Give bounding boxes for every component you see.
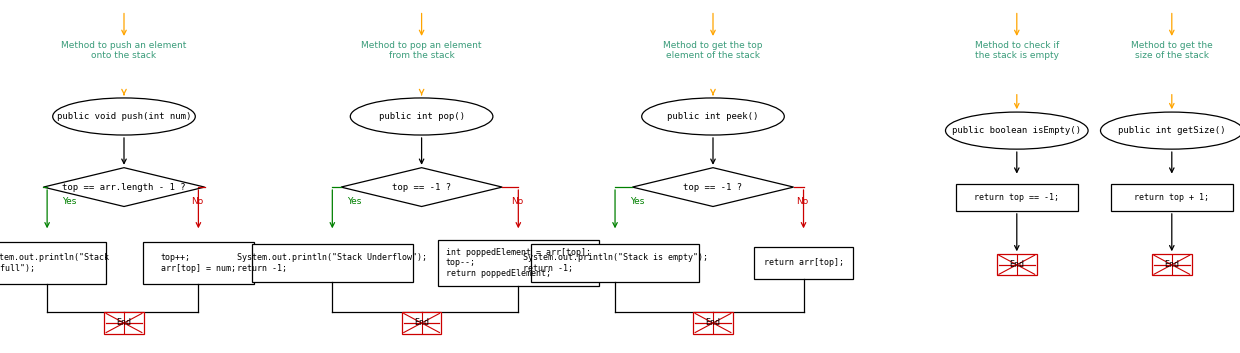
Bar bbox=[997, 254, 1037, 275]
Text: Method to push an element
onto the stack: Method to push an element onto the stack bbox=[61, 41, 187, 60]
Ellipse shape bbox=[351, 98, 494, 135]
Text: System.out.println("Stack
is full");: System.out.println("Stack is full"); bbox=[0, 253, 109, 273]
Polygon shape bbox=[43, 168, 205, 207]
Bar bbox=[402, 312, 441, 334]
Text: top == -1 ?: top == -1 ? bbox=[683, 183, 743, 192]
Text: No: No bbox=[511, 197, 523, 206]
Text: End: End bbox=[1009, 260, 1024, 269]
Text: End: End bbox=[117, 318, 131, 328]
Text: End: End bbox=[706, 318, 720, 328]
Ellipse shape bbox=[642, 98, 785, 135]
Text: Method to pop an element
from the stack: Method to pop an element from the stack bbox=[361, 41, 482, 60]
Bar bbox=[532, 244, 699, 282]
Text: System.out.println("Stack Underflow");
return -1;: System.out.println("Stack Underflow"); r… bbox=[237, 253, 428, 273]
Text: public int pop(): public int pop() bbox=[378, 112, 465, 121]
Text: return top == -1;: return top == -1; bbox=[975, 193, 1059, 202]
Text: public int getSize(): public int getSize() bbox=[1118, 126, 1225, 135]
Bar bbox=[754, 247, 853, 279]
Text: public void push(int num): public void push(int num) bbox=[57, 112, 191, 121]
Text: System.out.println("Stack is empty");
return -1;: System.out.println("Stack is empty"); re… bbox=[522, 253, 708, 273]
Bar bbox=[438, 240, 599, 286]
Bar bbox=[956, 184, 1078, 211]
Text: End: End bbox=[414, 318, 429, 328]
Text: public int peek(): public int peek() bbox=[667, 112, 759, 121]
Bar bbox=[1152, 254, 1192, 275]
Text: top == arr.length - 1 ?: top == arr.length - 1 ? bbox=[62, 183, 186, 192]
Text: top == -1 ?: top == -1 ? bbox=[392, 183, 451, 192]
Ellipse shape bbox=[1101, 112, 1240, 149]
Text: Method to get the
size of the stack: Method to get the size of the stack bbox=[1131, 41, 1213, 60]
Polygon shape bbox=[632, 168, 794, 207]
Text: Yes: Yes bbox=[62, 197, 77, 206]
Text: return arr[top];: return arr[top]; bbox=[764, 258, 843, 268]
Text: Method to get the top
element of the stack: Method to get the top element of the sta… bbox=[663, 41, 763, 60]
Ellipse shape bbox=[52, 98, 196, 135]
Bar bbox=[104, 312, 144, 334]
Text: int poppedElement = arr[top];
top--;
return poppedElement;: int poppedElement = arr[top]; top--; ret… bbox=[446, 248, 590, 278]
Text: Method to check if
the stack is empty: Method to check if the stack is empty bbox=[975, 41, 1059, 60]
Text: public boolean isEmpty(): public boolean isEmpty() bbox=[952, 126, 1081, 135]
Text: Yes: Yes bbox=[630, 197, 645, 206]
Text: Yes: Yes bbox=[347, 197, 362, 206]
Text: No: No bbox=[191, 197, 203, 206]
Text: No: No bbox=[796, 197, 808, 206]
Bar bbox=[143, 242, 254, 284]
Ellipse shape bbox=[945, 112, 1089, 149]
Text: return top + 1;: return top + 1; bbox=[1135, 193, 1209, 202]
Text: top++;
arr[top] = num;: top++; arr[top] = num; bbox=[161, 253, 236, 273]
Text: End: End bbox=[1164, 260, 1179, 269]
Bar bbox=[0, 242, 105, 284]
Bar bbox=[693, 312, 733, 334]
Bar bbox=[252, 244, 413, 282]
Bar bbox=[1111, 184, 1233, 211]
Polygon shape bbox=[341, 168, 502, 207]
